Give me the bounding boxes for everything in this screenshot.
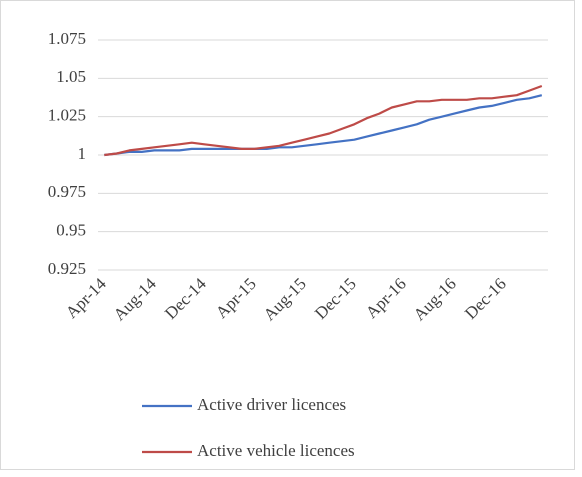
data-line: [104, 84, 543, 157]
y-tick-label: 1.025: [48, 106, 86, 125]
y-tick-label: 1.05: [56, 67, 86, 86]
y-tick-label: 0.95: [56, 221, 86, 240]
legend-label: Active driver licences: [197, 395, 346, 414]
y-tick-label: 1.075: [48, 29, 86, 48]
y-tick-label: 0.975: [48, 182, 86, 201]
y-tick-label: 0.925: [48, 259, 86, 278]
data-line: [104, 94, 543, 157]
y-tick-label: 1: [78, 144, 87, 163]
legend-label: Active vehicle licences: [197, 441, 355, 460]
